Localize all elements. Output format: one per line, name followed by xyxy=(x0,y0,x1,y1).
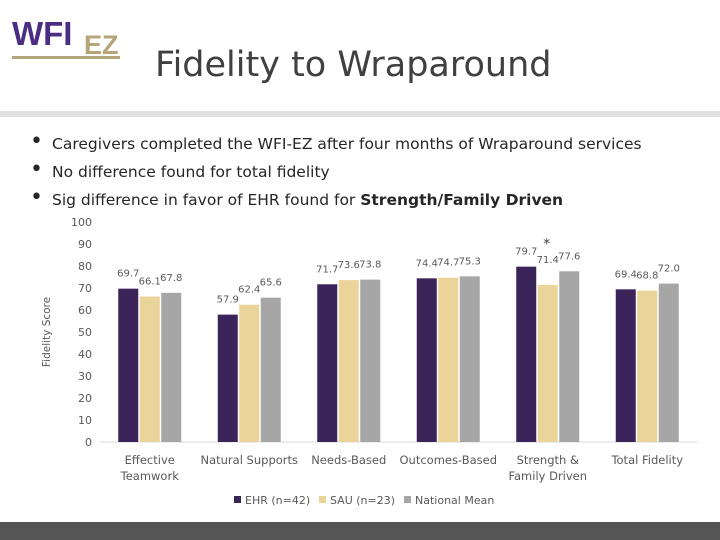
y-tick-label: 100 xyxy=(71,216,92,229)
x-category-label: Needs-Based xyxy=(311,453,386,467)
x-category-label: Effective xyxy=(125,453,175,467)
bullet-item: No difference found for total fidelity xyxy=(30,156,642,186)
data-label: 67.8 xyxy=(160,273,182,284)
bar-national xyxy=(559,271,580,442)
y-tick-label: 70 xyxy=(78,282,92,295)
y-axis-label: Fidelity Score xyxy=(41,297,53,367)
y-tick-label: 20 xyxy=(78,392,92,405)
bullet-list: Caregivers completed the WFI-EZ after fo… xyxy=(30,128,642,214)
data-label: 72.0 xyxy=(658,264,680,275)
data-label: 74.7 xyxy=(437,258,459,269)
bullet-text: Sig difference in favor of EHR found for xyxy=(52,191,361,209)
data-label: 68.8 xyxy=(636,271,658,282)
footer-bar xyxy=(0,522,720,540)
bar-sau xyxy=(338,280,359,442)
y-tick-label: 0 xyxy=(85,436,92,449)
data-label: 74.4 xyxy=(416,258,438,269)
bullet-text: Caregivers completed the WFI-EZ after fo… xyxy=(52,135,642,153)
y-tick-label: 40 xyxy=(78,348,92,361)
data-label: 69.4 xyxy=(615,269,637,280)
data-label: 73.8 xyxy=(359,260,381,271)
legend-label: EHR (n=42) xyxy=(245,494,310,507)
legend-swatch xyxy=(319,496,326,503)
data-label: 79.7 xyxy=(515,247,537,258)
bullet-text: No difference found for total fidelity xyxy=(52,163,330,181)
bar-sau xyxy=(239,304,260,442)
x-category-label: Outcomes-Based xyxy=(399,453,497,467)
slide-title: Fidelity to Wraparound xyxy=(155,45,552,85)
bar-national xyxy=(459,276,480,442)
bar-national xyxy=(360,279,381,442)
bullet-bold-text: Strength/Family Driven xyxy=(360,191,564,209)
data-label: 71.4 xyxy=(537,255,559,266)
logo-subtext: EZ xyxy=(84,30,119,60)
x-category-label: Teamwork xyxy=(120,469,180,483)
bar-national xyxy=(658,283,679,442)
bar-national xyxy=(161,292,182,442)
x-category-label: Strength & xyxy=(517,453,579,467)
legend-swatch xyxy=(404,496,411,503)
bar-ehr xyxy=(118,288,139,442)
legend-label: National Mean xyxy=(415,494,494,507)
bar-ehr xyxy=(516,266,537,442)
x-category-label: Family Driven xyxy=(508,469,587,483)
bar-national xyxy=(260,297,281,442)
data-label: 73.6 xyxy=(338,260,360,271)
significance-asterisk: * xyxy=(543,237,550,253)
y-tick-label: 10 xyxy=(78,414,92,427)
fidelity-bar-chart: Fidelity Score 0 10 20 30 40 50 60 70 80 90 100 69.7… xyxy=(41,216,697,507)
bar-sau xyxy=(537,284,558,442)
bar-ehr xyxy=(615,289,636,442)
bullet-item: Caregivers completed the WFI-EZ after fo… xyxy=(30,128,642,158)
logo-underline xyxy=(12,56,120,59)
legend-label: SAU (n=23) xyxy=(330,494,395,507)
data-label: 66.1 xyxy=(139,277,161,288)
y-tick-label: 30 xyxy=(78,370,92,383)
data-label: 75.3 xyxy=(459,256,481,267)
title-divider xyxy=(0,111,720,117)
legend-swatch xyxy=(234,496,241,503)
wfi-ez-logo: WFI EZ xyxy=(12,14,122,66)
y-tick-label: 90 xyxy=(78,238,92,251)
bar-ehr xyxy=(317,284,338,442)
logo-text: WFI xyxy=(12,15,73,52)
bar-ehr xyxy=(217,314,238,442)
y-tick-label: 50 xyxy=(78,326,92,339)
x-category-label: Natural Supports xyxy=(200,453,298,467)
bar-sau xyxy=(438,277,459,442)
data-label: 57.9 xyxy=(217,295,239,306)
data-label: 71.7 xyxy=(316,264,338,275)
bullet-item: Sig difference in favor of EHR found for… xyxy=(30,184,642,214)
bar-sau xyxy=(139,296,160,442)
y-tick-label: 60 xyxy=(78,304,92,317)
data-label: 77.6 xyxy=(558,251,580,262)
x-category-label: Total Fidelity xyxy=(610,453,683,467)
bar-sau xyxy=(637,290,658,442)
y-tick-label: 80 xyxy=(78,260,92,273)
data-label: 69.7 xyxy=(117,269,139,280)
bar-ehr xyxy=(416,278,437,442)
data-label: 62.4 xyxy=(238,285,260,296)
data-label: 65.6 xyxy=(260,278,282,289)
